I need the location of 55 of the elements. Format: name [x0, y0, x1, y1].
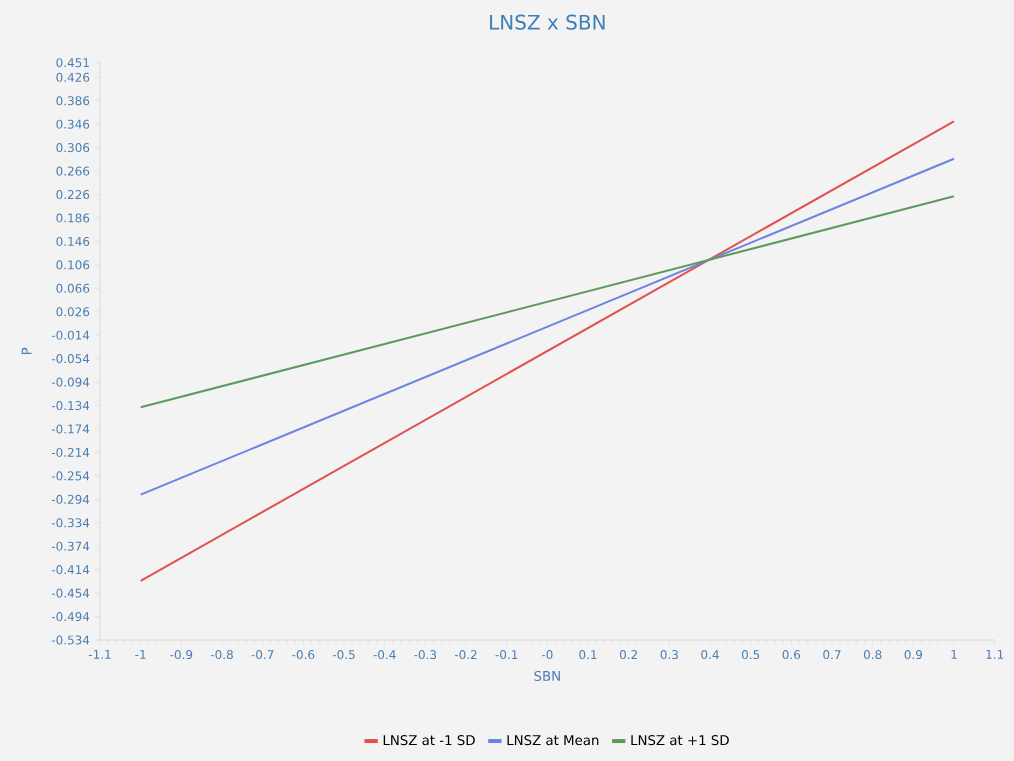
- y-tick-label: -0.454: [51, 588, 90, 598]
- x-tick-label: -0.4: [373, 650, 396, 660]
- x-tick-label: -0.8: [210, 650, 233, 660]
- y-tick-label: -0.254: [51, 471, 90, 481]
- x-tick-label: -0.9: [170, 650, 193, 660]
- x-tick-label: -0.2: [454, 650, 477, 660]
- chart-title: LNSZ x SBN: [490, 14, 605, 30]
- legend-label: LNSZ at -1 SD: [383, 735, 475, 746]
- y-tick-label: 0.426: [56, 72, 90, 82]
- y-tick-label: 0.266: [56, 166, 90, 176]
- x-tick-label: 1.1: [986, 650, 1004, 659]
- x-tick-label: -0.5: [332, 650, 355, 660]
- y-tick-label: 0.306: [56, 143, 90, 153]
- x-tick-label: 0.1: [579, 650, 597, 660]
- y-tick-label: -0.414: [51, 565, 90, 575]
- y-tick-label: 0.346: [56, 119, 90, 129]
- y-tick-label: -0.134: [51, 401, 90, 411]
- y-tick-label: -0.014: [51, 330, 90, 340]
- x-tick-label: -1: [135, 650, 146, 659]
- x-tick-label: 0.4: [701, 650, 719, 660]
- x-tick-label: -0.3: [414, 650, 437, 660]
- x-tick-label: -0: [541, 650, 553, 660]
- y-tick-label: -0.174: [51, 424, 90, 434]
- legend-label: LNSZ at Mean: [507, 735, 599, 746]
- x-tick-label: -0.7: [251, 650, 274, 660]
- x-tick-label: 0.6: [782, 650, 801, 660]
- x-tick-label: -0.6: [292, 650, 315, 660]
- y-tick-label: 0.066: [56, 283, 90, 293]
- x-tick-label: 0.5: [741, 650, 760, 660]
- y-tick-label: 0.106: [56, 260, 90, 270]
- y-tick-label: -0.294: [51, 494, 90, 504]
- x-tick-label: 0.9: [904, 650, 923, 660]
- x-tick-label: 0.7: [823, 650, 841, 660]
- x-tick-label: 0.2: [619, 650, 638, 660]
- y-tick-label: 0.226: [56, 190, 90, 200]
- y-tick-label: 0.146: [56, 236, 90, 246]
- y-tick-label: 0.186: [56, 213, 90, 223]
- y-tick-label: 0.451: [56, 58, 89, 68]
- legend-label: LNSZ at +1 SD: [631, 735, 729, 746]
- y-tick-label: -0.494: [51, 612, 90, 622]
- y-tick-label: 0.386: [56, 96, 90, 106]
- x-tick-label: 0.8: [863, 650, 882, 660]
- y-tick-label: -0.054: [51, 354, 90, 364]
- y-tick-label: -0.374: [51, 541, 90, 551]
- y-axis-title: P: [21, 347, 32, 355]
- y-tick-label: -0.214: [51, 447, 90, 457]
- x-tick-label: -1.1: [88, 650, 111, 659]
- x-tick-label: 1: [951, 650, 957, 659]
- y-tick-label: -0.094: [51, 377, 90, 387]
- y-tick-label: -0.334: [51, 518, 90, 528]
- x-axis-title: SBN: [534, 670, 560, 682]
- x-tick-label: 0.3: [660, 650, 678, 660]
- y-tick-label: 0.026: [56, 307, 90, 317]
- x-tick-label: -0.1: [495, 650, 518, 660]
- y-tick-label: -0.534: [51, 635, 90, 645]
